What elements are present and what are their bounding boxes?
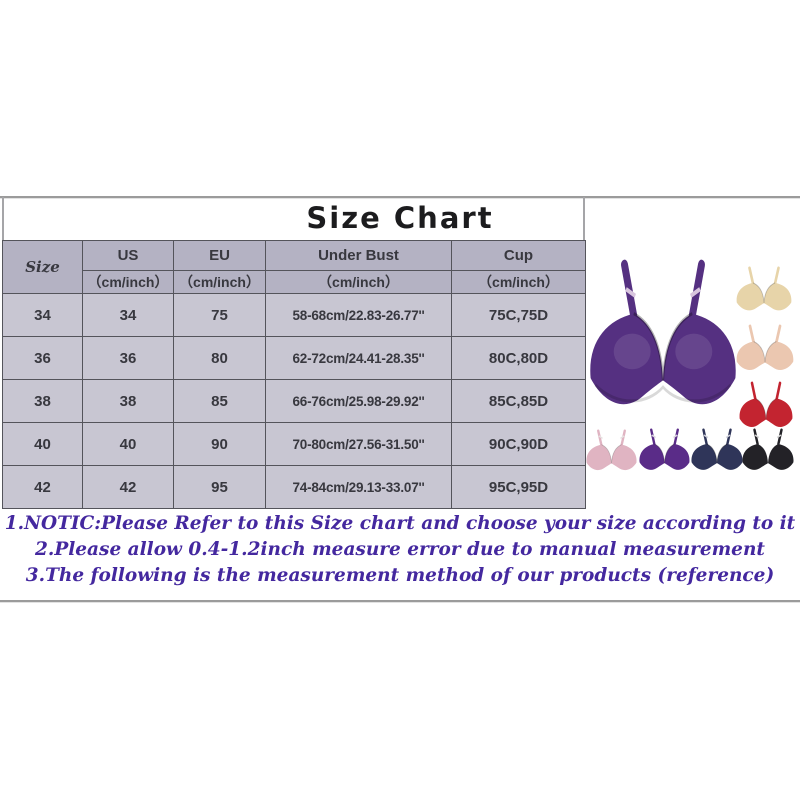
cell-size: 34: [2, 293, 83, 337]
header-under-bust: Under Bust: [265, 240, 452, 271]
header-size: Size: [2, 240, 83, 294]
cell-eu: 95: [173, 465, 266, 509]
notes-block: 1.NOTIC:Please Refer to this Size chart …: [0, 511, 800, 589]
cell-us: 34: [82, 293, 174, 337]
title-band-left-edge: [2, 197, 4, 241]
table-row: 38 38 85 66-76cm/25.98-29.92'' 85C,85D: [2, 379, 586, 423]
bra-image-small-purple: [638, 428, 691, 479]
bra-image-nude: [735, 324, 795, 380]
table-row: 36 36 80 62-72cm/24.41-28.35'' 80C,80D: [2, 336, 586, 380]
subheader-cup-unit: （cm/inch）: [451, 270, 586, 294]
header-cup: Cup: [451, 240, 586, 271]
subheader-eu-unit: （cm/inch）: [173, 270, 266, 294]
note-line: 2.Please allow 0.4-1.2inch measure error…: [35, 539, 765, 560]
cell-eu: 75: [173, 293, 266, 337]
cell-cup: 90C,90D: [451, 422, 586, 466]
bra-image-main-purple: [586, 258, 740, 436]
cell-under-bust: 58-68cm/22.83-26.77'': [265, 293, 452, 337]
title-band-right-edge: [583, 197, 585, 241]
cell-under-bust: 66-76cm/25.98-29.92'': [265, 379, 452, 423]
cell-cup: 85C,85D: [451, 379, 586, 423]
header-eu: EU: [173, 240, 266, 271]
cell-under-bust: 70-80cm/27.56-31.50'': [265, 422, 452, 466]
cell-us: 38: [82, 379, 174, 423]
page-title: Size Chart: [306, 201, 494, 235]
cell-cup: 80C,80D: [451, 336, 586, 380]
bra-image-black: [741, 428, 795, 479]
header-us: US: [82, 240, 174, 271]
cell-us: 36: [82, 336, 174, 380]
note-line: 3.The following is the measurement metho…: [25, 565, 775, 586]
cell-cup: 95C,95D: [451, 465, 586, 509]
bra-image-red: [738, 381, 794, 437]
cell-size: 40: [2, 422, 83, 466]
bra-image-beige: [735, 266, 793, 320]
bra-image-navy: [690, 428, 744, 479]
cell-cup: 75C,75D: [451, 293, 586, 337]
table-header-row: Size US EU Under Bust Cup: [2, 240, 586, 294]
subheader-under-bust-unit: （cm/inch）: [265, 270, 452, 294]
bottom-separator-line: [0, 600, 800, 603]
top-separator-line: [0, 196, 800, 199]
table-row: 34 34 75 58-68cm/22.83-26.77'' 75C,75D: [2, 293, 586, 337]
table-subheader-row: （cm/inch） （cm/inch） （cm/inch） （cm/inch）: [3, 270, 586, 294]
cell-size: 36: [2, 336, 83, 380]
cell-eu: 85: [173, 379, 266, 423]
table-row: 42 42 95 74-84cm/29.13-33.07'' 95C,95D: [2, 465, 586, 509]
cell-us: 40: [82, 422, 174, 466]
table-row: 40 40 90 70-80cm/27.56-31.50'' 90C,90D: [2, 422, 586, 466]
subheader-us-unit: （cm/inch）: [82, 270, 174, 294]
cell-eu: 90: [173, 422, 266, 466]
cell-eu: 80: [173, 336, 266, 380]
cell-us: 42: [82, 465, 174, 509]
size-chart-table: Size US EU Under Bust Cup （cm/inch） （cm/…: [2, 240, 586, 509]
cell-under-bust: 62-72cm/24.41-28.35'': [265, 336, 452, 380]
bra-image-pink: [585, 429, 638, 479]
cell-under-bust: 74-84cm/29.13-33.07'': [265, 465, 452, 509]
cell-size: 38: [2, 379, 83, 423]
cell-size: 42: [2, 465, 83, 509]
note-line: 1.NOTIC:Please Refer to this Size chart …: [4, 513, 796, 534]
